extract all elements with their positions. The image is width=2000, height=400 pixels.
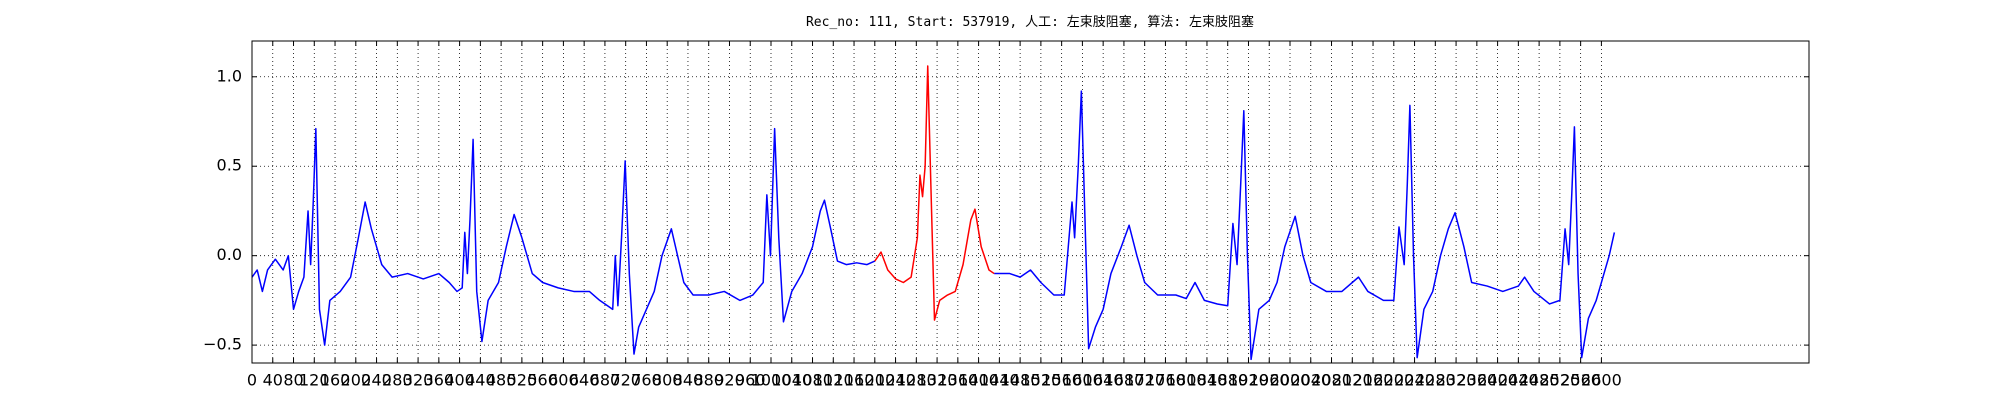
x-tick-label: 1680 [1104, 371, 1145, 390]
x-tick-label: 440 [465, 371, 496, 390]
x-tick-label: 400 [444, 371, 475, 390]
x-tick-label: 840 [673, 371, 704, 390]
x-tick-label: 240 [361, 371, 392, 390]
y-tick-label: 1.0 [217, 66, 242, 85]
x-tick-label: 2280 [1415, 371, 1456, 390]
chart-title: Rec_no: 111, Start: 537919, 人工: 左束肢阻塞, 算… [806, 14, 1254, 30]
x-tick-label: 1320 [917, 371, 958, 390]
x-tick-label: 360 [424, 371, 455, 390]
x-tick-label: 320 [403, 371, 434, 390]
x-tick-label: 2400 [1477, 371, 1518, 390]
x-tick-label: 480 [486, 371, 517, 390]
x-tick-label: 1160 [834, 371, 875, 390]
x-tick-label: 1960 [1249, 371, 1290, 390]
x-tick-label: 1440 [979, 371, 1020, 390]
x-tick-label: 1360 [937, 371, 978, 390]
ecg-line [251, 90, 1616, 361]
x-tick-label: 1880 [1207, 371, 1248, 390]
x-tick-label: 1000 [751, 371, 792, 390]
x-tick-label: 1640 [1083, 371, 1124, 390]
x-tick-label: 280 [382, 371, 413, 390]
x-tick-label: 1280 [896, 371, 937, 390]
x-tick-label: 960 [735, 371, 766, 390]
x-tick-label: 2120 [1332, 371, 1373, 390]
x-tick-label: 2000 [1270, 371, 1311, 390]
x-tick-label: 1840 [1187, 371, 1228, 390]
x-tick-label: 1200 [854, 371, 895, 390]
x-tick-label: 80 [283, 371, 303, 390]
x-tick-label: 2600 [1581, 371, 1622, 390]
x-tick-label: 880 [693, 371, 724, 390]
y-tick-label: 0.5 [217, 156, 242, 175]
x-tick-label: 1560 [1041, 371, 1082, 390]
y-tick-label: 0.0 [217, 245, 242, 264]
x-tick-label: 720 [610, 371, 641, 390]
x-tick-label: 2520 [1540, 371, 1581, 390]
x-tick-label: 2040 [1290, 371, 1331, 390]
x-tick-label: 2320 [1436, 371, 1477, 390]
x-tick-label: 600 [548, 371, 579, 390]
x-tick-label: 1520 [1021, 371, 1062, 390]
x-tick-label: 0 [247, 371, 257, 390]
x-tick-label: 800 [652, 371, 683, 390]
x-tick-label: 640 [569, 371, 600, 390]
x-tick-label: 680 [590, 371, 621, 390]
x-tick-label: 1400 [958, 371, 999, 390]
x-tick-label: 1040 [771, 371, 812, 390]
x-tick-label: 2160 [1353, 371, 1394, 390]
x-tick-label: 1480 [1000, 371, 1041, 390]
x-tick-label: 1080 [792, 371, 833, 390]
x-tick-label: 1240 [875, 371, 916, 390]
plot-frame [251, 40, 1810, 364]
x-tick-label: 120 [299, 371, 330, 390]
x-tick-label: 760 [631, 371, 662, 390]
x-tick-label: 2440 [1498, 371, 1539, 390]
x-tick-label: 200 [341, 371, 372, 390]
y-tick-label: −0.5 [203, 335, 242, 354]
x-tick-label: 1920 [1228, 371, 1269, 390]
x-tick-label: 920 [714, 371, 745, 390]
x-tick-label: 2360 [1456, 371, 1497, 390]
x-tick-label: 2080 [1311, 371, 1352, 390]
x-tick-label: 1760 [1145, 371, 1186, 390]
x-tick-label: 1720 [1124, 371, 1165, 390]
x-tick-label: 40 [263, 371, 283, 390]
x-tick-label: 160 [320, 371, 351, 390]
x-tick-label: 520 [507, 371, 538, 390]
x-tick-label: 2200 [1373, 371, 1414, 390]
x-tick-label: 2480 [1519, 371, 1560, 390]
x-tick-label: 2560 [1560, 371, 1601, 390]
x-tick-label: 560 [527, 371, 558, 390]
x-tick-label: 2240 [1394, 371, 1435, 390]
x-tick-label: 1800 [1166, 371, 1207, 390]
ecg-line [874, 65, 995, 321]
x-tick-label: 1120 [813, 371, 854, 390]
x-tick-label: 1600 [1062, 371, 1103, 390]
